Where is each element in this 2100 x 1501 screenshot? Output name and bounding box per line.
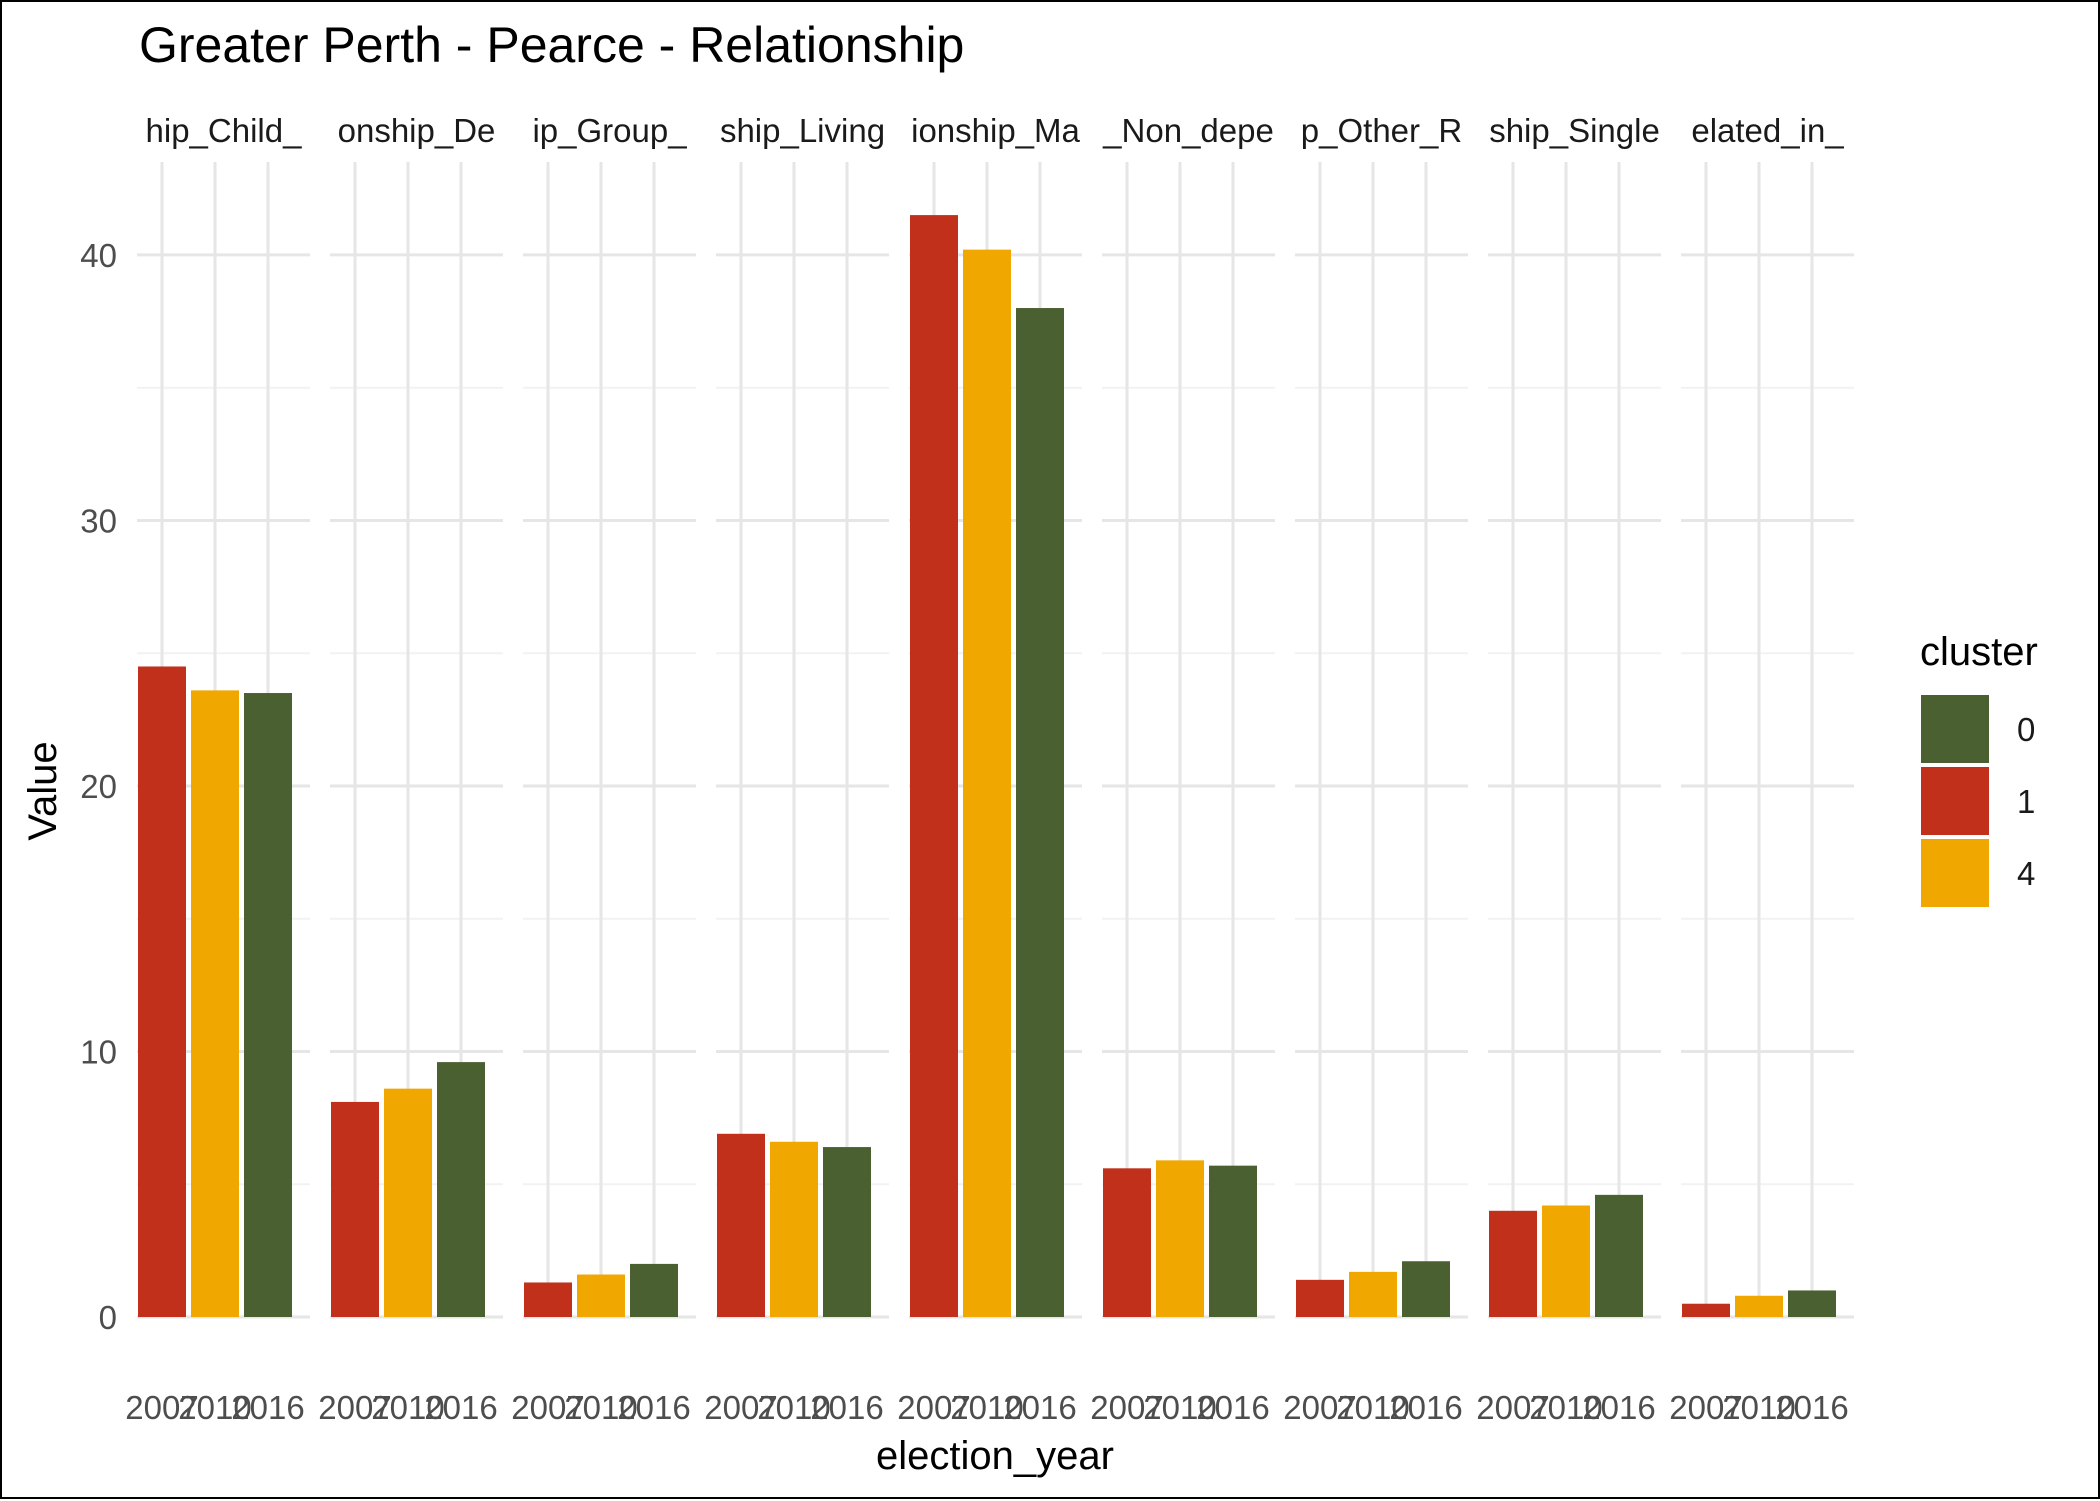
- y-tick-label: 20: [80, 768, 117, 805]
- x-tick-label: 2016: [1389, 1389, 1462, 1426]
- legend-label: 0: [2017, 711, 2035, 748]
- x-tick-label: 2007: [1669, 1389, 1742, 1426]
- bar-2007-cluster-1: [717, 1133, 765, 1317]
- x-tick-label: 2010: [950, 1389, 1023, 1426]
- bar-2010-cluster-4: [963, 249, 1011, 1317]
- x-axis-label: election_year: [876, 1434, 1114, 1478]
- legend-key-cluster-0: [1921, 695, 1989, 763]
- x-tick-label: 2007: [1476, 1389, 1549, 1426]
- legend-label: 4: [2017, 855, 2035, 892]
- bar-2016-cluster-0: [244, 693, 292, 1317]
- chart-title: Greater Perth - Pearce - Relationship: [139, 17, 964, 73]
- legend-key-cluster-4: [1921, 839, 1989, 907]
- bar-2010-cluster-4: [1156, 1160, 1204, 1317]
- x-tick-label: 2007: [897, 1389, 970, 1426]
- x-tick-label: 2016: [810, 1389, 883, 1426]
- x-tick-label: 2007: [704, 1389, 777, 1426]
- bar-2016-cluster-0: [1788, 1290, 1836, 1317]
- x-tick-label: 2007: [1090, 1389, 1163, 1426]
- x-tick-label: 2010: [564, 1389, 637, 1426]
- x-tick-label: 2016: [1775, 1389, 1848, 1426]
- x-tick-label: 2010: [371, 1389, 444, 1426]
- y-tick-label: 10: [80, 1033, 117, 1070]
- bar-2016-cluster-0: [1595, 1194, 1643, 1317]
- bar-2010-cluster-4: [770, 1141, 818, 1317]
- x-tick-label: 2010: [1143, 1389, 1216, 1426]
- x-tick-label: 2016: [1582, 1389, 1655, 1426]
- facet-strip-label: hip_Child_: [146, 112, 303, 149]
- x-tick-label: 2016: [1003, 1389, 1076, 1426]
- bar-2010-cluster-4: [1349, 1271, 1397, 1317]
- bar-2007-cluster-1: [1682, 1303, 1730, 1317]
- bar-2016-cluster-0: [1209, 1165, 1257, 1317]
- bar-2007-cluster-1: [1489, 1210, 1537, 1317]
- x-tick-label: 2007: [318, 1389, 391, 1426]
- x-tick-label: 2010: [1722, 1389, 1795, 1426]
- y-axis: 0 10 20 30 40: [80, 237, 117, 1336]
- facet-panels: hip_Child_200720102016onship_De200720102…: [125, 112, 1854, 1426]
- x-tick-label: 2010: [178, 1389, 251, 1426]
- facet-strip-label: onship_De: [338, 112, 496, 149]
- x-tick-label: 2010: [1529, 1389, 1602, 1426]
- legend-title: cluster: [1920, 630, 2038, 674]
- bar-2010-cluster-4: [384, 1088, 432, 1317]
- legend-label: 1: [2017, 783, 2035, 820]
- bar-2016-cluster-0: [437, 1062, 485, 1317]
- bar-2007-cluster-1: [331, 1101, 379, 1317]
- facet-strip-label: p_Other_R: [1301, 112, 1462, 149]
- x-tick-label: 2016: [617, 1389, 690, 1426]
- x-tick-label: 2010: [1336, 1389, 1409, 1426]
- y-axis-label: Value: [21, 741, 65, 840]
- bar-2007-cluster-1: [524, 1282, 572, 1317]
- bar-2010-cluster-4: [1735, 1295, 1783, 1317]
- bar-2016-cluster-0: [1016, 308, 1064, 1317]
- legend-key-cluster-1: [1921, 767, 1989, 835]
- bar-2010-cluster-4: [191, 690, 239, 1317]
- bar-2016-cluster-0: [630, 1263, 678, 1317]
- bar-2010-cluster-4: [577, 1274, 625, 1317]
- bar-2007-cluster-1: [910, 215, 958, 1317]
- x-tick-label: 2007: [125, 1389, 198, 1426]
- bar-2016-cluster-0: [1402, 1261, 1450, 1317]
- legend: cluster 0 1 4: [1920, 630, 2038, 907]
- bar-2007-cluster-1: [1103, 1168, 1151, 1317]
- facet-strip-label: ionship_Ma: [911, 112, 1080, 149]
- x-tick-label: 2007: [1283, 1389, 1356, 1426]
- x-tick-label: 2016: [231, 1389, 304, 1426]
- bar-2016-cluster-0: [823, 1147, 871, 1317]
- y-tick-label: 30: [80, 502, 117, 539]
- bar-2007-cluster-1: [1296, 1279, 1344, 1317]
- y-tick-label: 40: [80, 237, 117, 274]
- facet-strip-label: ip_Group_: [532, 112, 687, 149]
- y-tick-label: 0: [99, 1299, 117, 1336]
- facet-strip-label: ship_Living: [720, 112, 885, 149]
- bar-2007-cluster-1: [138, 666, 186, 1317]
- bar-2010-cluster-4: [1542, 1205, 1590, 1317]
- x-tick-label: 2016: [424, 1389, 497, 1426]
- x-tick-label: 2016: [1196, 1389, 1269, 1426]
- facet-strip-label: ship_Single: [1489, 112, 1660, 149]
- x-tick-label: 2010: [757, 1389, 830, 1426]
- facet-strip-label: elated_in_: [1691, 112, 1844, 149]
- facet-strip-label: _Non_depe: [1102, 112, 1274, 149]
- x-tick-label: 2007: [511, 1389, 584, 1426]
